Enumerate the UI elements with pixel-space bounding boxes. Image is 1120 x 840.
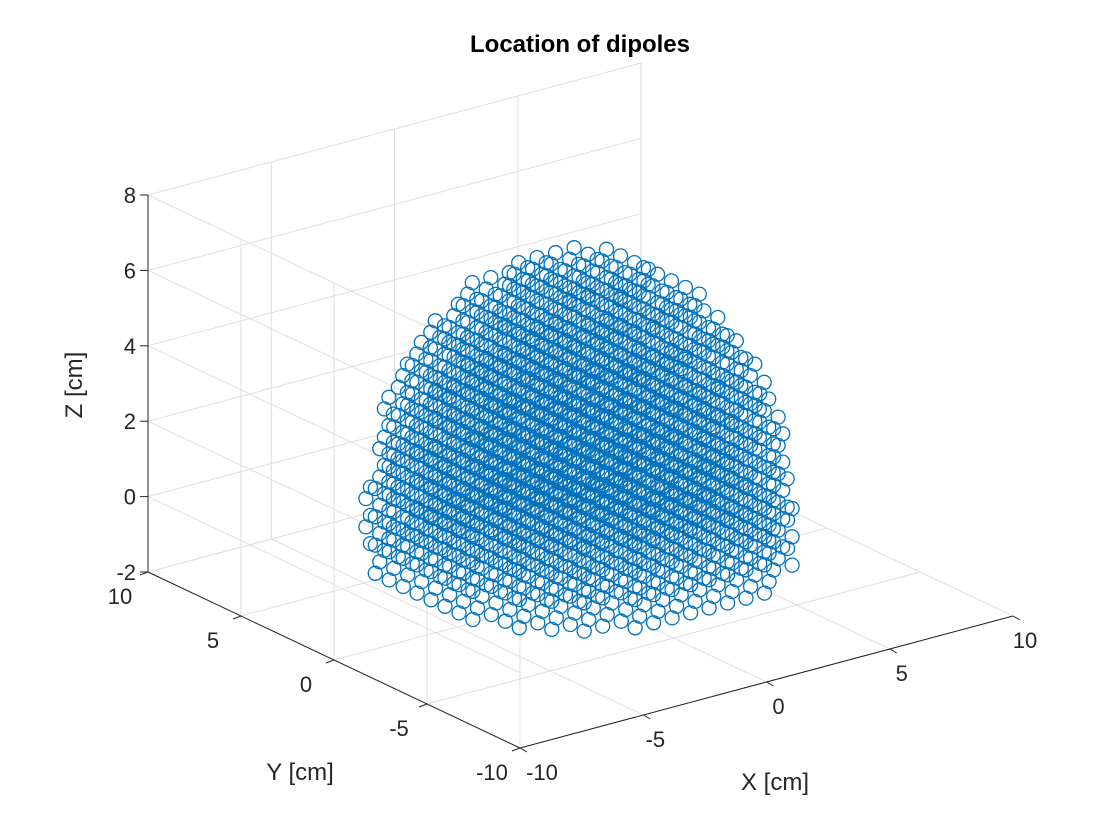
data-point xyxy=(775,454,791,470)
y-tick-label: 0 xyxy=(300,672,312,697)
x-tick-label: 10 xyxy=(1013,628,1037,653)
x-tick-mark xyxy=(889,648,898,654)
chart-title: Location of dipoles xyxy=(470,31,690,58)
data-point xyxy=(784,500,800,517)
data-point xyxy=(566,240,582,256)
data-point xyxy=(779,471,795,487)
y-tick-mark xyxy=(325,659,335,664)
data-point xyxy=(784,557,800,573)
grid-line xyxy=(147,213,642,347)
data-point xyxy=(761,391,777,407)
data-point xyxy=(784,529,800,545)
data-point xyxy=(483,269,499,286)
y-axis-label: Y [cm] xyxy=(266,759,334,786)
x-tick-mark xyxy=(766,681,774,687)
y-tick-mark xyxy=(418,703,428,708)
data-point xyxy=(710,309,726,326)
x-axis-label: X [cm] xyxy=(741,769,809,796)
x-tick-label: 0 xyxy=(772,694,784,719)
x-tick-label: 5 xyxy=(896,661,908,686)
y-tick-label: -5 xyxy=(389,716,409,741)
data-point xyxy=(381,389,397,405)
z-tick-label: 8 xyxy=(124,183,136,208)
grid-line xyxy=(147,194,521,372)
y-tick-label: 5 xyxy=(207,628,219,653)
data-point xyxy=(775,426,791,442)
y-tick-mark xyxy=(232,615,242,620)
z-tick-label: 4 xyxy=(124,334,136,359)
data-points xyxy=(358,240,800,639)
data-point xyxy=(663,273,680,289)
data-point xyxy=(511,254,527,271)
x-tick-label: -5 xyxy=(646,727,666,752)
data-point xyxy=(738,351,754,367)
axis-layer xyxy=(139,194,1021,753)
data-point xyxy=(529,249,545,266)
y-tick-label: -10 xyxy=(476,760,508,785)
data-point xyxy=(747,356,763,372)
x-tick-mark xyxy=(519,747,528,753)
grid-line xyxy=(426,571,921,705)
data-point xyxy=(413,334,429,351)
z-tick-label: 6 xyxy=(124,258,136,283)
y-tick-mark xyxy=(511,747,521,752)
data-point xyxy=(464,274,480,291)
grid-line xyxy=(147,62,642,196)
grid-line xyxy=(147,269,521,447)
z-tick-label: 2 xyxy=(124,409,136,434)
z-tick-label: 0 xyxy=(124,485,136,510)
data-point xyxy=(547,245,564,261)
y-tick-label: 10 xyxy=(108,584,132,609)
data-point xyxy=(728,333,744,349)
grid-line xyxy=(147,496,521,674)
data-point xyxy=(598,241,615,257)
data-point xyxy=(691,286,707,302)
data-point xyxy=(719,327,735,344)
data-point xyxy=(649,266,666,282)
x-tick-mark xyxy=(1012,615,1021,621)
data-point xyxy=(677,279,694,296)
data-point xyxy=(770,409,786,425)
x-tick-mark xyxy=(643,714,651,720)
data-point xyxy=(580,246,596,262)
z-tick-label: -2 xyxy=(116,560,136,585)
data-point xyxy=(696,303,712,319)
data-point xyxy=(612,248,629,264)
x-tick-label: -10 xyxy=(526,760,558,785)
z-axis-label: Z [cm] xyxy=(61,352,88,419)
data-point xyxy=(626,254,643,271)
data-point xyxy=(756,374,772,390)
data-point xyxy=(427,313,443,329)
data-point xyxy=(640,261,657,277)
grid-line xyxy=(147,137,642,271)
